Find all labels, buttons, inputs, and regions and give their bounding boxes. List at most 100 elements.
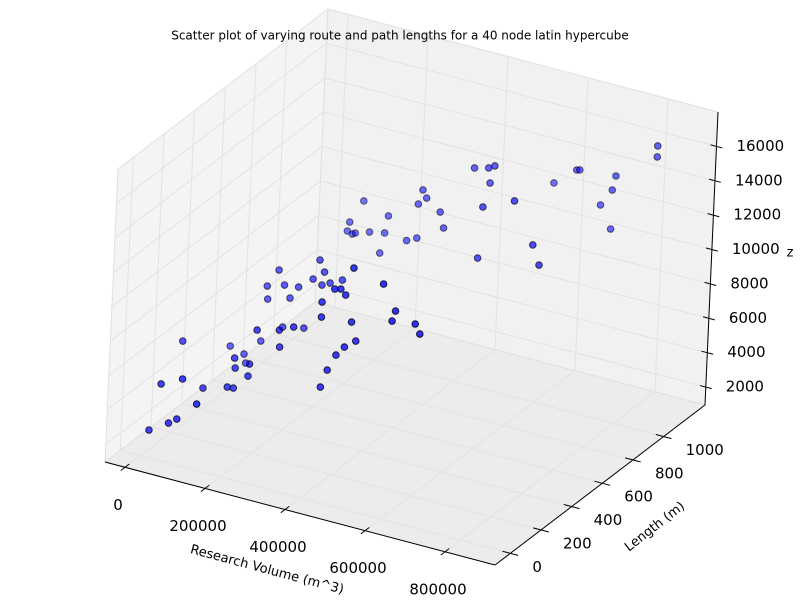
axis-line: [494, 404, 706, 566]
grid-line: [273, 40, 288, 334]
data-point: [300, 324, 308, 332]
data-point: [341, 291, 350, 299]
data-point: [439, 224, 448, 232]
data-point: [338, 276, 347, 284]
data-point: [326, 279, 334, 287]
data-point: [316, 256, 324, 264]
data-point: [375, 249, 384, 257]
data-point: [416, 330, 424, 338]
z-tick-label: 8000: [730, 274, 768, 292]
data-point: [275, 343, 284, 351]
data-point: [231, 364, 239, 372]
grid-line: [204, 328, 416, 489]
tick-mark: [702, 316, 715, 321]
tick-mark: [701, 350, 714, 355]
data-point: [275, 266, 283, 274]
tick-mark: [563, 504, 580, 510]
grid-line: [114, 77, 326, 239]
data-point: [402, 236, 411, 245]
tick-mark: [502, 550, 519, 556]
grid-line: [107, 249, 318, 411]
grid-line: [574, 77, 589, 371]
tick-mark: [710, 144, 723, 149]
data-point: [317, 313, 326, 321]
z-axis-label: z: [787, 246, 794, 261]
data-point: [256, 337, 265, 345]
tick-mark: [200, 484, 210, 493]
grid-line: [105, 283, 317, 445]
z-tick-label: 12000: [733, 206, 781, 224]
data-point: [145, 426, 153, 434]
z-tick-label: 6000: [729, 309, 767, 327]
grid-line: [120, 449, 511, 554]
data-point: [229, 384, 238, 392]
data-point: [337, 285, 345, 293]
y-tick-label: 200: [563, 534, 592, 552]
data-point: [164, 419, 173, 427]
data-point: [347, 318, 356, 326]
data-point: [320, 268, 329, 276]
grid-line: [119, 157, 134, 451]
data-point: [351, 337, 360, 345]
tick-mark: [707, 213, 720, 218]
data-point: [332, 351, 340, 359]
grid-line: [323, 111, 714, 216]
grid-line: [110, 180, 321, 342]
data-point: [199, 384, 207, 392]
data-point: [157, 380, 165, 388]
grid-line: [364, 370, 576, 532]
tick-mark: [280, 505, 290, 514]
axis-line: [704, 111, 719, 406]
data-point: [241, 359, 250, 367]
data-point: [422, 194, 431, 202]
y-tick-label: 400: [594, 511, 623, 529]
data-point: [473, 254, 482, 262]
data-point: [240, 350, 248, 358]
x-tick-label: 400000: [249, 538, 306, 556]
data-point: [351, 229, 360, 237]
data-point: [608, 186, 617, 194]
chart-title: Scatter plot of varying route and path l…: [171, 29, 629, 43]
data-point: [419, 186, 427, 194]
data-point: [360, 197, 368, 205]
tick-mark: [360, 527, 370, 535]
data-point: [289, 323, 298, 331]
y-tick-label: 0: [532, 558, 542, 576]
y-tick-label: 600: [624, 488, 653, 506]
data-point: [535, 261, 543, 269]
data-point: [343, 227, 352, 235]
data-point: [413, 234, 421, 242]
grid-line: [113, 111, 324, 273]
data-point: [529, 241, 537, 249]
tick-mark: [705, 247, 718, 252]
data-point: [391, 307, 400, 315]
tick-mark: [708, 178, 721, 183]
data-point: [384, 212, 393, 220]
grid-line: [150, 426, 542, 531]
data-point: [226, 342, 235, 350]
data-point: [244, 372, 252, 380]
grid-line: [273, 333, 664, 438]
grid-line: [242, 356, 634, 461]
data-point: [263, 282, 272, 290]
data-point: [606, 225, 615, 233]
y-axis-label: Length (m): [622, 499, 688, 555]
data-point: [309, 275, 317, 283]
data-point: [612, 172, 620, 180]
grid-line: [444, 391, 656, 553]
tick-mark: [655, 433, 672, 440]
grid-line: [181, 403, 572, 508]
tick-mark: [533, 527, 549, 533]
grid-line: [111, 146, 323, 307]
data-point: [316, 383, 325, 391]
data-point: [223, 383, 232, 391]
data-point: [345, 218, 354, 226]
data-point: [653, 142, 662, 150]
grid-line: [284, 349, 496, 510]
z-tick-label: 4000: [727, 343, 765, 361]
data-point: [486, 179, 494, 187]
data-point: [470, 164, 479, 172]
tick-mark: [704, 281, 717, 286]
data-point: [414, 200, 423, 208]
grid-line: [108, 214, 320, 376]
